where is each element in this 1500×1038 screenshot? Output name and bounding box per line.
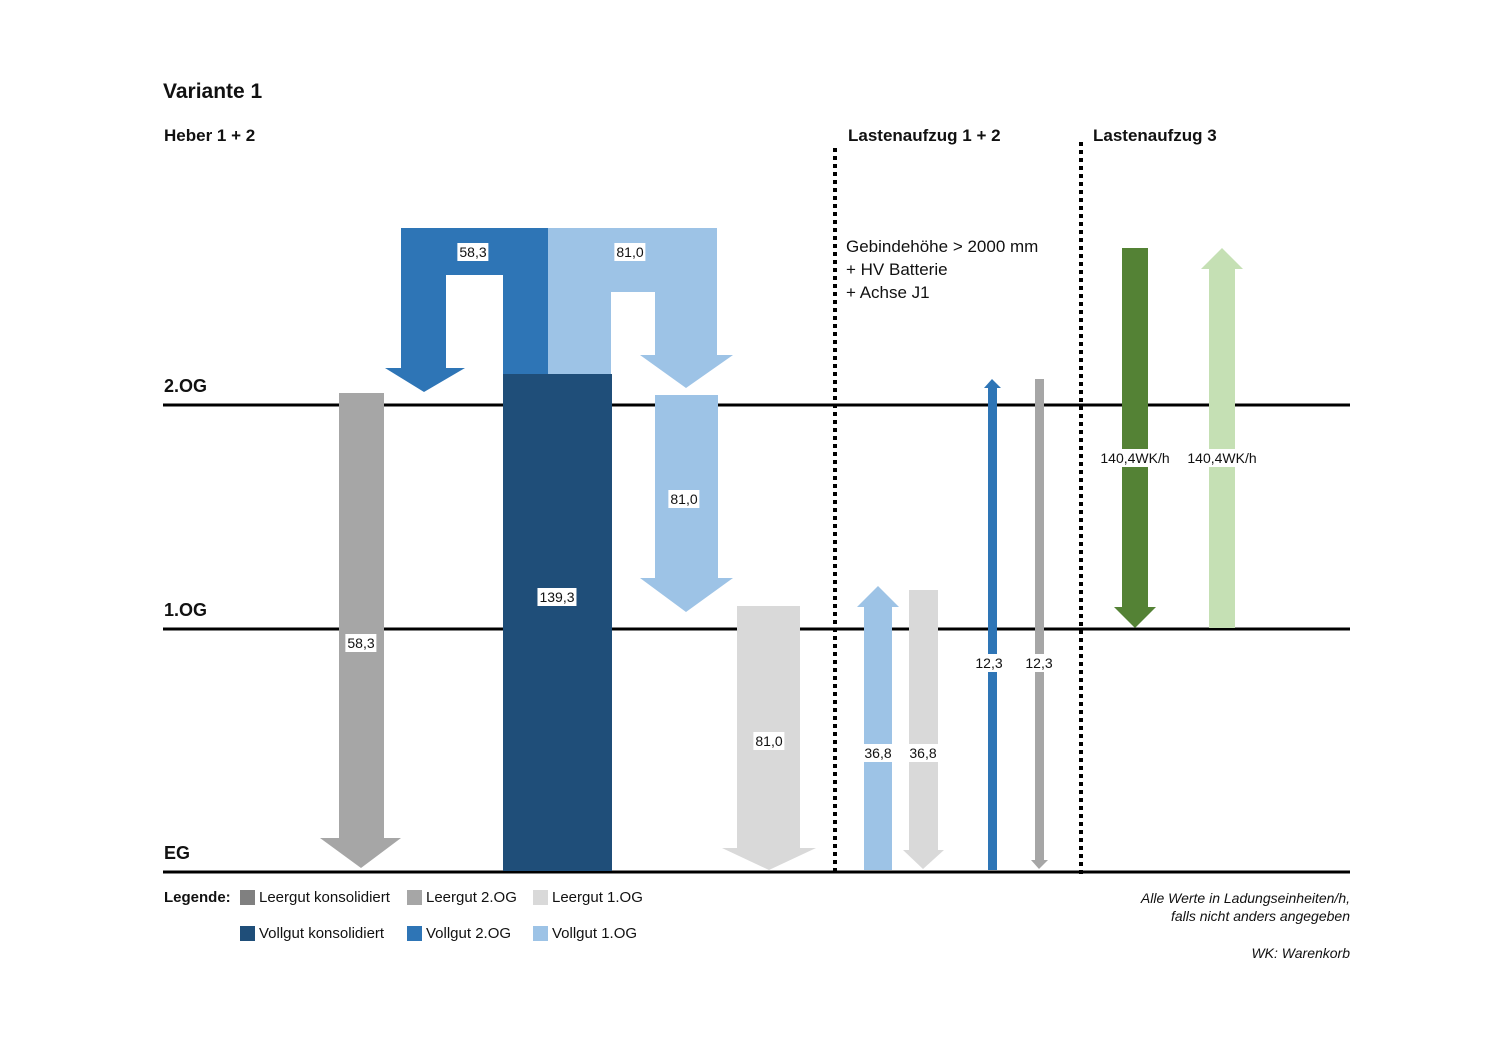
note-line-3: + Achse J1 [846, 283, 930, 302]
legend-item-vollgut-konsolidiert: Vollgut konsolidiert [240, 925, 384, 942]
legend-item-leergut-2og: Leergut 2.OG [407, 889, 517, 906]
note-line-2: + HV Batterie [846, 260, 948, 279]
footnote-wk: WK: Warenkorb [1251, 945, 1350, 961]
legend-swatch [533, 926, 548, 941]
legend-item-leergut-1og: Leergut 1.OG [533, 889, 643, 906]
legend-label: Leergut konsolidiert [259, 889, 390, 906]
label-aufzug3-up: 140,4WK/h [1185, 449, 1259, 467]
footnote-line-2: falls nicht anders angegeben [1170, 908, 1350, 924]
legend-title: Legende: [164, 889, 231, 906]
aufzug-vollgut-1og-up-arrow [857, 586, 899, 870]
floor-label-eg: EG [164, 843, 191, 863]
label-leergut-2og: 58,3 [345, 634, 377, 652]
legend-swatch [407, 926, 422, 941]
legend-swatch [240, 926, 255, 941]
legend-item-vollgut-2og: Vollgut 2.OG [407, 925, 511, 942]
footnote-line-1: Alle Werte in Ladungseinheiten/h, [1140, 890, 1350, 906]
label-leergut-1og: 81,0 [753, 732, 785, 750]
label-vollgut-2og-top: 58,3 [457, 243, 489, 261]
label-aufzug-leergut-1og: 36,8 [907, 744, 939, 762]
label-aufzug-leergut-2og: 12,3 [1023, 654, 1055, 672]
leergut-2og-down-arrow [320, 393, 401, 868]
vollgut-1og-flow-arrow [548, 228, 733, 388]
label-aufzug-vollgut-1og: 36,8 [862, 744, 894, 762]
aufzug-vollgut-2og-up-arrow [984, 379, 1001, 870]
page-title: Variante 1 [163, 80, 263, 103]
legend-label: Vollgut 2.OG [426, 925, 512, 942]
aufzug-leergut-1og-down-arrow [903, 590, 944, 869]
note-line-1: Gebindehöhe > 2000 mm [846, 237, 1039, 256]
label-vollgut-1og-top: 81,0 [614, 243, 646, 261]
section-lastenaufzug-3: Lastenaufzug 3 [1093, 126, 1217, 145]
legend-swatch [240, 890, 255, 905]
aufzug3-down-arrow [1114, 248, 1156, 628]
legend-item-leergut-konsolidiert: Leergut konsolidiert [240, 889, 390, 906]
section-lastenaufzug-12: Lastenaufzug 1 + 2 [848, 126, 1001, 145]
legend-label: Leergut 1.OG [552, 889, 643, 906]
vollgut-2og-flow-arrow [385, 228, 548, 392]
vollgut-konsolidiert-column [503, 374, 612, 871]
legend-swatch [407, 890, 422, 905]
section-heber: Heber 1 + 2 [164, 126, 256, 145]
floor-label-2og: 2.OG [164, 376, 208, 396]
legend-swatch [533, 890, 548, 905]
aufzug3-up-arrow [1201, 248, 1243, 628]
legend-item-vollgut-1og: Vollgut 1.OG [533, 925, 637, 942]
aufzug-leergut-2og-down-arrow [1031, 379, 1048, 869]
note-block: Gebindehöhe > 2000 mm + HV Batterie + Ac… [846, 235, 1038, 304]
legend-label: Vollgut 1.OG [552, 925, 638, 942]
label-aufzug-vollgut-2og: 12,3 [973, 654, 1005, 672]
legend-label: Vollgut konsolidiert [259, 925, 385, 942]
label-aufzug3-down: 140,4WK/h [1098, 449, 1172, 467]
label-vollgut-konsolidiert: 139,3 [537, 588, 577, 606]
legend-label: Leergut 2.OG [426, 889, 517, 906]
floor-label-1og: 1.OG [164, 600, 208, 620]
label-vollgut-1og-mid: 81,0 [668, 490, 700, 508]
